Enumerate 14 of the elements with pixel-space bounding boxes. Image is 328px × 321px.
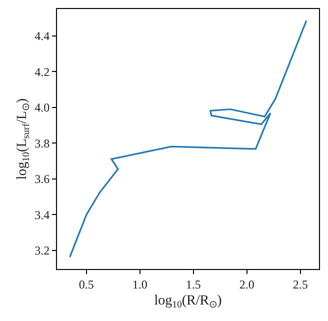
y-tick-label: 4.4 xyxy=(34,29,50,44)
y-tick-label: 4.2 xyxy=(34,64,50,79)
x-tick-label: 1.5 xyxy=(186,277,201,292)
x-tick-label: 0.5 xyxy=(78,277,94,292)
y-tick-label: 4.0 xyxy=(34,100,50,115)
x-tick-label: 2.0 xyxy=(239,277,254,292)
x-axis-title: log$_{10}$(R/R$_{⊙}$) xyxy=(154,294,222,311)
y-tick-label: 3.6 xyxy=(34,172,50,186)
y-tick-label: 3.2 xyxy=(34,244,50,258)
line-series xyxy=(69,20,308,258)
y-tick-label: 3.4 xyxy=(34,208,50,222)
y-tick-label: 3.8 xyxy=(34,136,50,150)
x-tick-label: 1.0 xyxy=(132,277,148,292)
x-tick-label: 2.5 xyxy=(292,277,308,292)
